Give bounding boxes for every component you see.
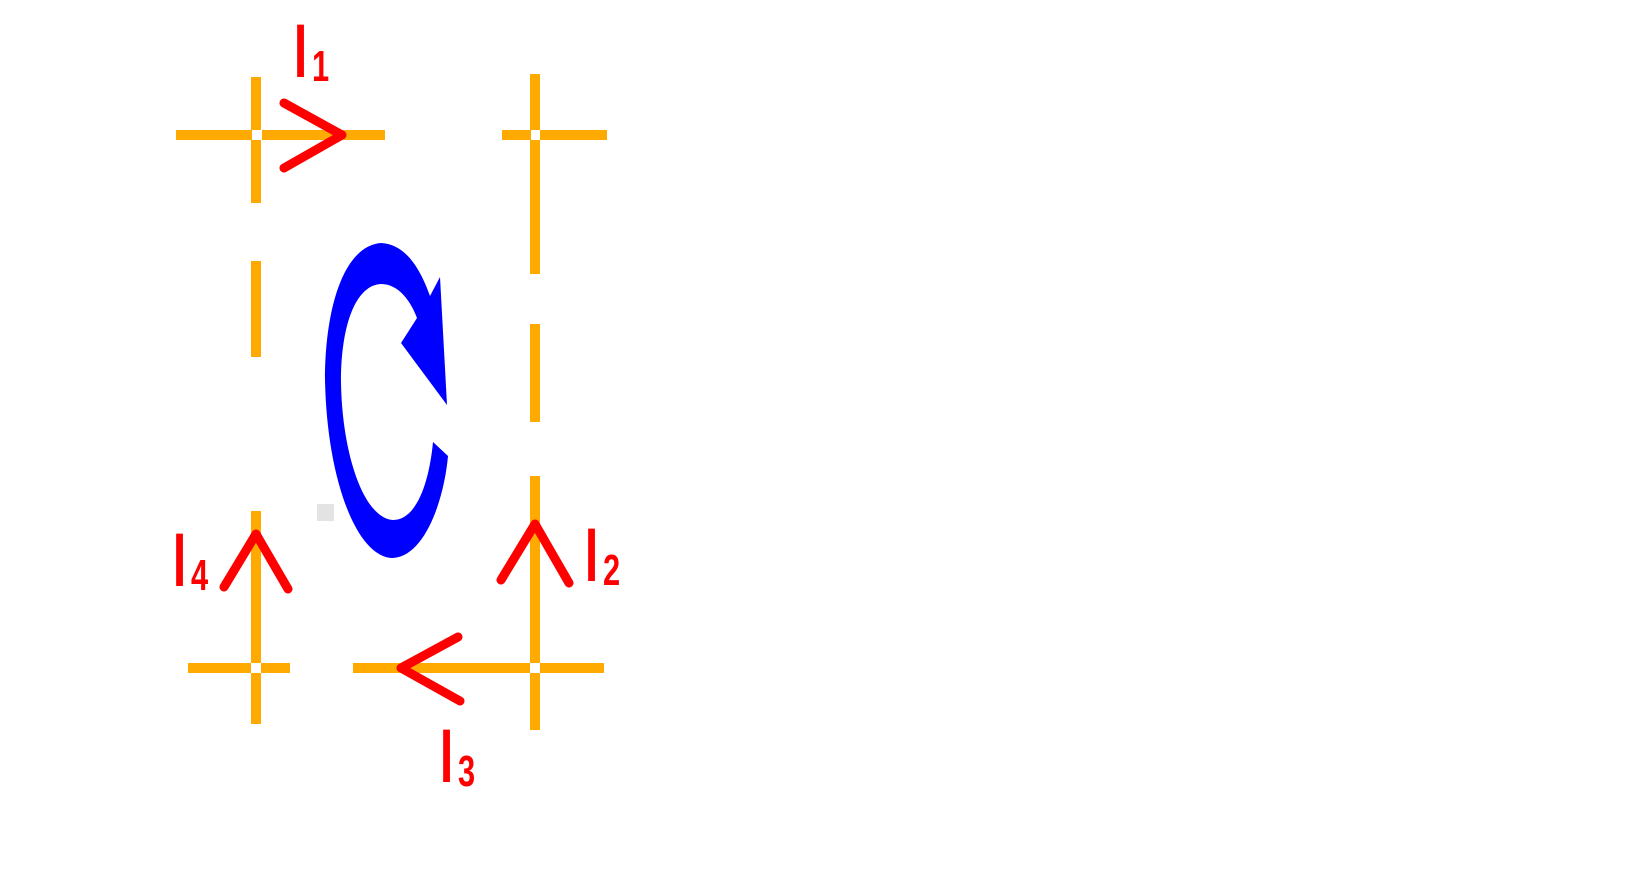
label-i1-main: I — [294, 9, 308, 94]
arrow-i4 — [219, 529, 293, 594]
arrow-i2 — [496, 519, 574, 588]
arrow-i3 — [396, 632, 465, 706]
current-arrows — [219, 98, 574, 706]
label-i3-sub: 3 — [458, 747, 476, 796]
label-i2-main: I — [585, 513, 599, 598]
arrow-i1 — [279, 98, 347, 173]
wire-network — [176, 74, 607, 730]
label-i3-main: I — [440, 714, 454, 799]
label-i2-sub: 2 — [603, 546, 621, 595]
label-i1-sub: 1 — [312, 42, 330, 91]
label-i4-sub: 4 — [191, 551, 209, 600]
label-i4-main: I — [173, 518, 187, 603]
marker-square — [317, 504, 334, 521]
clockwise-loop-arrow — [325, 243, 448, 558]
